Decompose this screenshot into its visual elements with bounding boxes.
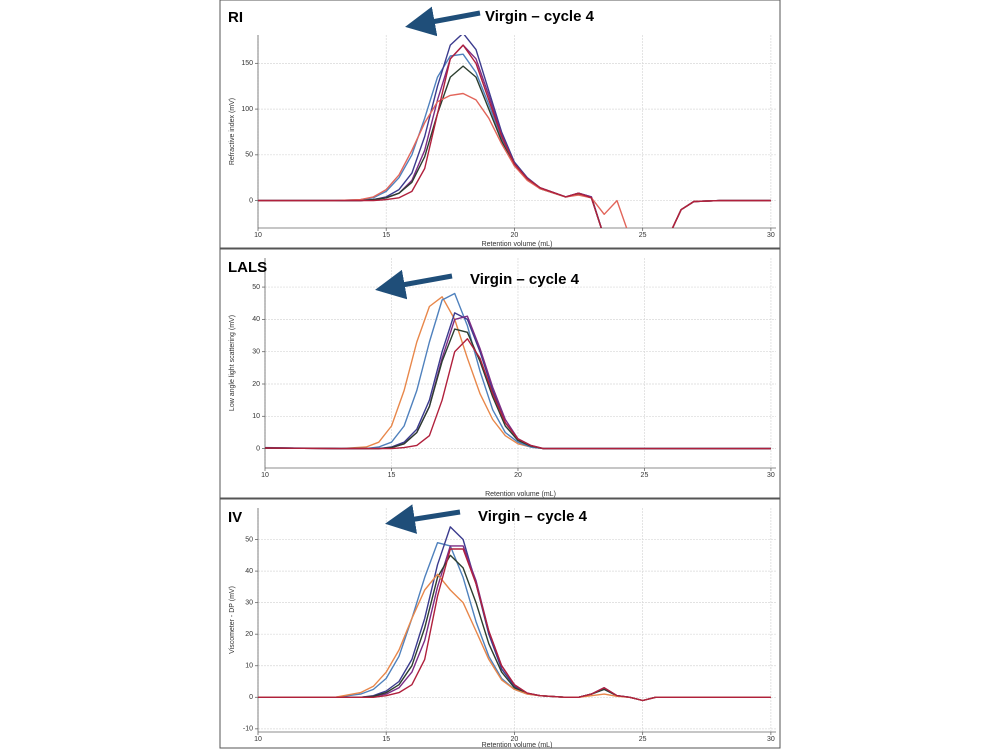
y-tick-label: -10 (243, 726, 253, 733)
y-axis-label: Refractive index (mV) (229, 98, 236, 165)
x-tick-label: 20 (514, 472, 522, 479)
x-tick-label: 30 (767, 736, 775, 743)
y-tick-label: 0 (249, 694, 253, 701)
plot-area (258, 35, 771, 228)
y-tick-label: 50 (245, 152, 253, 159)
x-tick-label: 15 (382, 736, 390, 743)
y-tick-label: 30 (252, 349, 260, 356)
y-tick-label: 40 (252, 316, 260, 323)
x-tick-label: 15 (388, 472, 396, 479)
series-line (258, 44, 771, 228)
panel-title: IV (228, 509, 242, 526)
x-tick-label: 20 (511, 232, 519, 239)
panel-frame (219, 498, 781, 749)
x-axis-label: Retention volume (mL) (482, 241, 553, 248)
x-tick-label: 25 (639, 736, 647, 743)
plot-area (265, 292, 771, 450)
y-axis-label: Viscometer - DP (mV) (229, 586, 236, 654)
x-tick-label: 10 (254, 736, 262, 743)
arrow (375, 269, 453, 300)
y-tick-label: 0 (256, 445, 260, 452)
y-tick-label: 10 (252, 413, 260, 420)
y-tick-label: 40 (245, 568, 253, 575)
arrow (385, 504, 461, 534)
annotation: Virgin – cycle 4 (478, 508, 588, 525)
panel-title: RI (228, 9, 243, 26)
x-tick-label: 15 (382, 232, 390, 239)
annotation: Virgin – cycle 4 (470, 271, 580, 288)
series-line (265, 338, 771, 450)
x-axis-label: Retention volume (mL) (482, 742, 553, 749)
series-line (258, 92, 771, 228)
panel-title: LALS (228, 259, 267, 276)
y-tick-label: 50 (245, 536, 253, 543)
series-line (258, 35, 771, 228)
x-tick-label: 10 (261, 472, 269, 479)
y-tick-label: 30 (245, 599, 253, 606)
annotation: Virgin – cycle 4 (485, 8, 595, 25)
y-tick-label: 20 (245, 631, 253, 638)
x-tick-label: 25 (641, 472, 649, 479)
y-tick-label: 0 (249, 197, 253, 204)
panel-frame (219, 0, 781, 249)
y-tick-label: 20 (252, 381, 260, 388)
series-line (258, 548, 771, 702)
x-tick-label: 30 (767, 472, 775, 479)
x-tick-label: 25 (639, 232, 647, 239)
y-axis-label: Low angle light scattering (mV) (229, 315, 236, 411)
x-tick-label: 20 (511, 736, 519, 743)
x-axis-label: Retention volume (mL) (485, 491, 556, 498)
arrow (405, 6, 481, 37)
panel-frame (219, 248, 781, 499)
y-tick-label: 100 (241, 106, 253, 113)
x-tick-label: 30 (767, 232, 775, 239)
x-tick-label: 10 (254, 232, 262, 239)
y-tick-label: 10 (245, 663, 253, 670)
y-tick-label: 50 (252, 284, 260, 291)
plot-area (258, 526, 771, 702)
y-tick-label: 150 (241, 60, 253, 67)
